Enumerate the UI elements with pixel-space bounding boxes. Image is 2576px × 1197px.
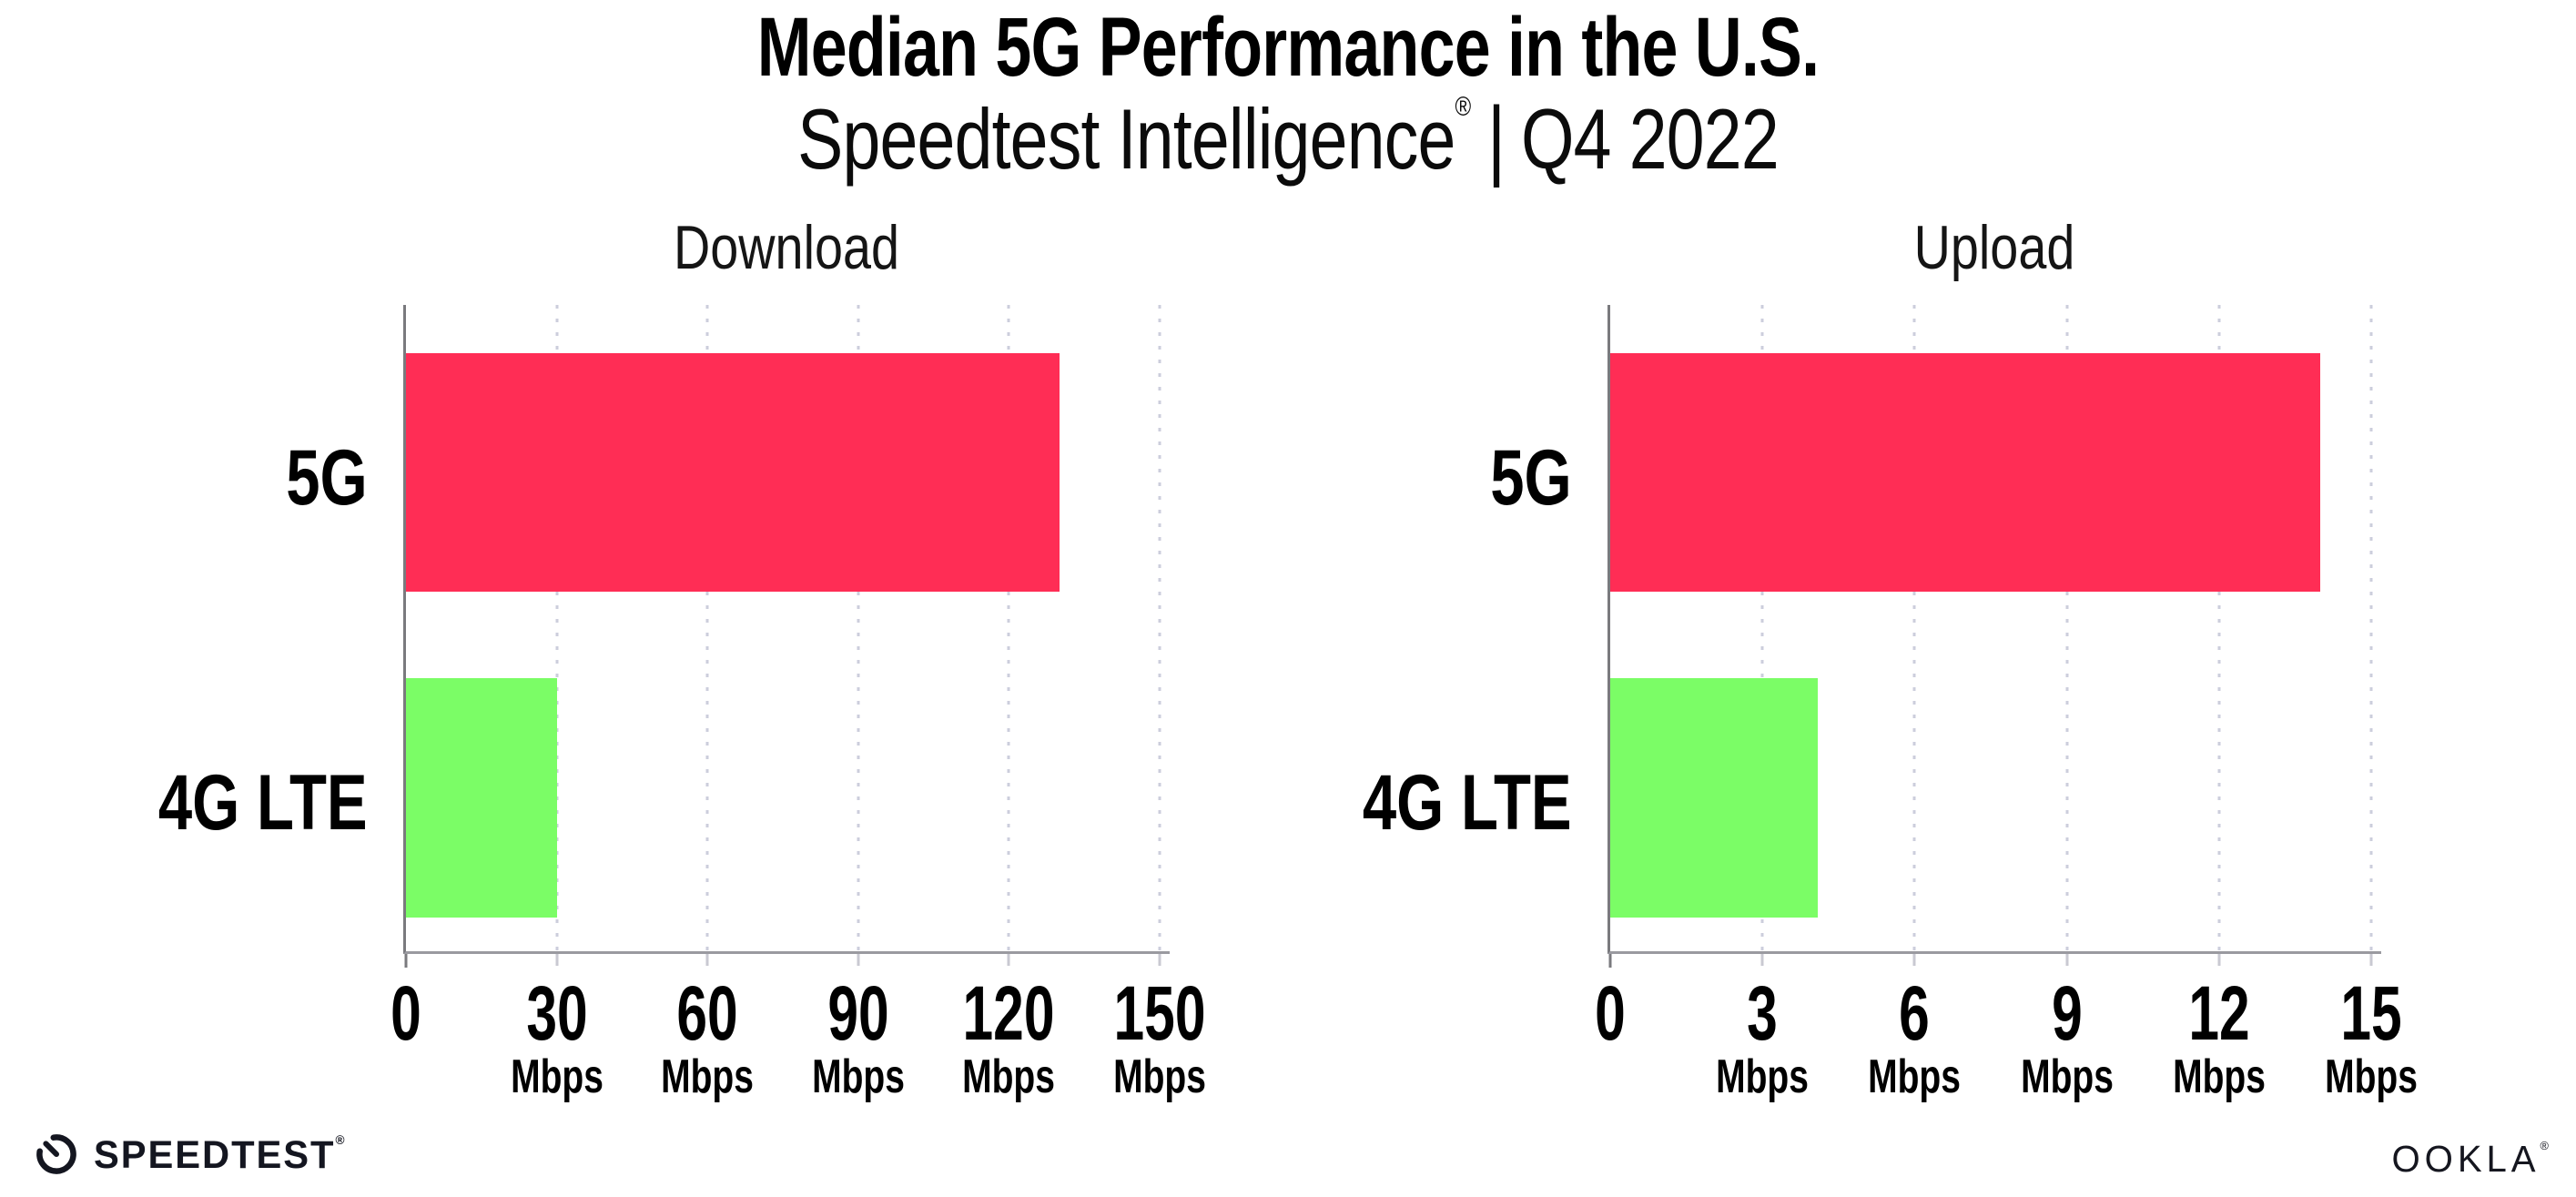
- gridline-150: [1158, 305, 1161, 951]
- gridline-12: [2217, 305, 2221, 951]
- tick-unit-label: Mbps: [962, 1050, 1056, 1103]
- bar-4g-lte: [1610, 678, 1819, 918]
- tick-mark-0: [404, 954, 408, 968]
- tick-label-150: 150: [1113, 970, 1206, 1056]
- ookla-registered-mark: ®: [2540, 1139, 2549, 1152]
- upload-plot-area: 0 Mbps 3 Mbps 6 Mbps 9 Mbps 12 Mbps 15 5G 4G LTE: [1363, 305, 2418, 1101]
- tick-label-60: 60: [676, 970, 738, 1056]
- tick-mark-15: [2369, 954, 2373, 966]
- row-label-4g-lte: 4G LTE: [158, 759, 368, 847]
- speedtest-registered-mark: ®: [335, 1132, 345, 1147]
- ookla-logo: OOKLA®: [2392, 1140, 2549, 1178]
- tick-label-3: 3: [1747, 970, 1778, 1056]
- tick-mark-9: [2065, 954, 2068, 966]
- page-title: Median 5G Performance in the U.S.: [756, 1, 1820, 94]
- chart-title-download: Download: [674, 213, 899, 282]
- tick-unit-label: Mbps: [1716, 1050, 1810, 1103]
- gridline-30: [555, 305, 559, 951]
- tick-mark-150: [1158, 954, 1161, 966]
- chart-title-upload: Upload: [1913, 213, 2075, 282]
- tick-label-15: 15: [2340, 970, 2402, 1056]
- ookla-label: OOKLA: [2391, 1138, 2541, 1180]
- tick-label-90: 90: [827, 970, 889, 1056]
- gridline-90: [857, 305, 860, 951]
- bar-5g: [1610, 353, 2321, 592]
- upload-chart: 0 Mbps 3 Mbps 6 Mbps 9 Mbps 12 Mbps 15 5G 4G LTE: [1363, 305, 2418, 1101]
- download-chart: 0 Mbps 30 Mbps 60 Mbps 90 Mbps 120 Mbps 150 5G 4G LT…: [158, 305, 1206, 1101]
- tick-unit-label: Mbps: [2324, 1050, 2418, 1103]
- tick-unit-label: Mbps: [510, 1050, 603, 1103]
- speedtest-gauge-icon: [33, 1131, 80, 1178]
- tick-mark-90: [857, 954, 860, 966]
- subtitle-brand: Speedtest Intelligence: [797, 91, 1455, 187]
- tick-label-6: 6: [1899, 970, 1931, 1056]
- speedtest-logo: SPEEDTEST®: [33, 1129, 352, 1180]
- tick-label-120: 120: [962, 970, 1055, 1056]
- gridline-9: [2065, 305, 2068, 951]
- tick-mark-0: [1608, 954, 1612, 968]
- speedtest-wordmark: SPEEDTEST®: [94, 1133, 344, 1175]
- bar-5g: [406, 353, 1060, 592]
- tick-label-30: 30: [525, 970, 588, 1056]
- tick-mark-6: [1912, 954, 1916, 966]
- tick-unit-label: Mbps: [661, 1050, 755, 1103]
- tick-mark-60: [705, 954, 709, 966]
- tick-mark-12: [2217, 954, 2221, 966]
- gridline-60: [705, 305, 709, 951]
- registered-trademark-mark: ®: [1455, 92, 1472, 122]
- tick-mark-120: [1007, 954, 1010, 966]
- page-subtitle: Speedtest Intelligence® | Q4 2022: [797, 88, 1780, 188]
- row-label-5g: 5G: [1490, 434, 1572, 522]
- subtitle-period: Q4 2022: [1520, 91, 1780, 187]
- gridline-120: [1007, 305, 1010, 951]
- tick-unit-label: Mbps: [1868, 1050, 1962, 1103]
- download-plot-area: 0 Mbps 30 Mbps 60 Mbps 90 Mbps 120 Mbps 150 5G 4G LT…: [158, 305, 1206, 1101]
- tick-label-12: 12: [2188, 970, 2250, 1056]
- tick-mark-3: [1760, 954, 1764, 966]
- gridline-15: [2369, 305, 2373, 951]
- tick-unit-label: Mbps: [2020, 1050, 2114, 1103]
- tick-label-0: 0: [390, 970, 421, 1056]
- speedtest-label: SPEEDTEST: [94, 1133, 336, 1177]
- gridline-6: [1912, 305, 1916, 951]
- tick-unit-label: Mbps: [1113, 1050, 1206, 1103]
- tick-unit-label: Mbps: [2172, 1050, 2266, 1103]
- tick-label-9: 9: [2051, 970, 2083, 1056]
- row-label-4g-lte: 4G LTE: [1363, 759, 1572, 847]
- bar-4g-lte: [406, 678, 557, 918]
- tick-label-0: 0: [1595, 970, 1626, 1056]
- row-label-5g: 5G: [286, 434, 368, 522]
- gridline-3: [1760, 305, 1764, 951]
- subtitle-separator: |: [1486, 88, 1506, 188]
- tick-unit-label: Mbps: [811, 1050, 905, 1103]
- tick-mark-30: [555, 954, 559, 966]
